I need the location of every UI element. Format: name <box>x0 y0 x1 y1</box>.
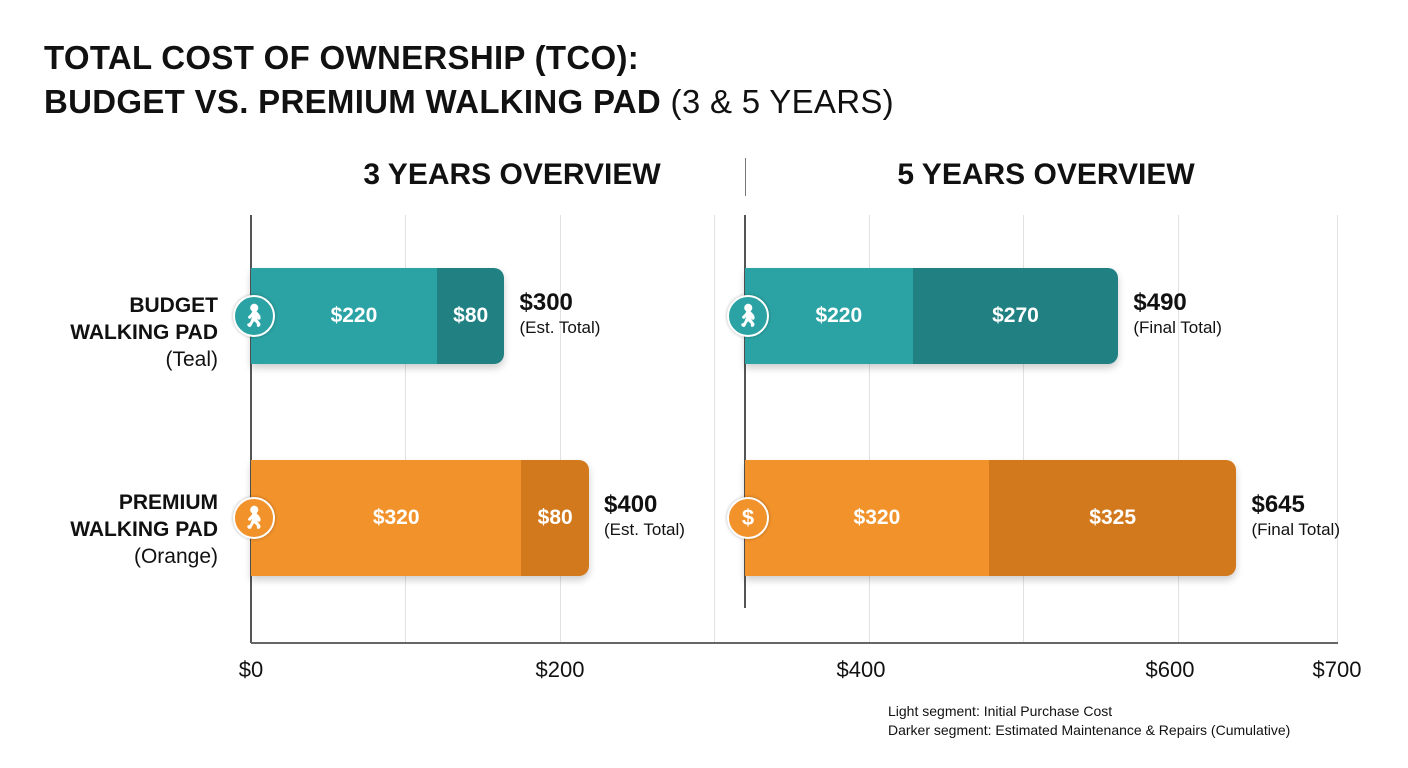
total-value: $645 <box>1251 491 1305 518</box>
total-label: $645 (Final Total) <box>1251 491 1340 541</box>
title-line-2-suffix: (3 & 5 YEARS) <box>670 83 894 120</box>
x-tick-label: $200 <box>535 657 585 682</box>
title-line-2: BUDGET VS. PREMIUM WALKING PAD <box>44 83 662 120</box>
total-note: (Est. Total) <box>604 520 685 539</box>
stacked-bar: $320 $325 <box>745 460 1237 576</box>
bar-segment-initial: $220 <box>251 268 437 364</box>
panel-divider <box>745 158 746 196</box>
legend-dark: Darker segment: Estimated Maintenance & … <box>888 722 1291 738</box>
gridline <box>869 215 870 643</box>
row-label-line: PREMIUM <box>118 491 218 514</box>
stacked-bar: $320 $80 <box>251 460 589 576</box>
x-tick-label: $0 <box>238 657 264 682</box>
row-label-budget: BUDGET WALKING PAD (Teal) <box>20 292 218 373</box>
gridline <box>1023 215 1024 643</box>
gridline <box>1337 215 1338 643</box>
legend: Light segment: Initial Purchase Cost Dar… <box>888 702 1290 740</box>
title-line-1: TOTAL COST OF OWNERSHIP (TCO): <box>44 39 640 76</box>
total-label: $300 (Est. Total) <box>520 289 601 339</box>
total-note: (Est. Total) <box>519 318 601 337</box>
gridline <box>1178 215 1179 643</box>
row-label-line: BUDGET <box>129 294 218 317</box>
walking-person-icon: 🚶︎ <box>233 295 275 337</box>
bar-segment-maintenance: $325 <box>988 460 1237 576</box>
gridline <box>405 215 406 643</box>
total-value: $400 <box>604 491 658 518</box>
panel-title-3-years: 3 YEARS OVERVIEW <box>363 158 661 191</box>
panel-title-5-years: 5 YEARS OVERVIEW <box>897 158 1195 191</box>
chart-title: TOTAL COST OF OWNERSHIP (TCO): BUDGET VS… <box>44 36 894 124</box>
row-label-color: (Orange) <box>133 545 218 568</box>
row-label-line: WALKING PAD <box>70 518 218 541</box>
y-axis-left <box>250 215 252 643</box>
bar-segment-initial: $320 <box>251 460 522 576</box>
total-value: $490 <box>1133 289 1187 316</box>
x-axis <box>251 642 1338 644</box>
row-label-line: WALKING PAD <box>70 321 218 344</box>
walking-person-icon: 🚶︎ <box>727 295 769 337</box>
x-tick-label: $400 <box>836 657 886 682</box>
stacked-bar: $220 $270 <box>745 268 1119 364</box>
gridline <box>714 215 715 643</box>
x-tick-label: $700 <box>1312 657 1362 682</box>
legend-light: Light segment: Initial Purchase Cost <box>888 703 1113 719</box>
bar-segment-maintenance: $80 <box>521 460 589 576</box>
walking-person-icon: 🚶︎ <box>233 497 275 539</box>
x-tick-label: $600 <box>1145 657 1195 682</box>
bar-segment-initial: $320 <box>745 460 989 576</box>
total-label: $490 (Final Total) <box>1133 289 1222 339</box>
total-note: (Final Total) <box>1251 520 1340 539</box>
row-label-color: (Teal) <box>165 348 218 371</box>
y-axis-right <box>744 215 746 608</box>
row-label-premium: PREMIUM WALKING PAD (Orange) <box>20 489 218 570</box>
total-note: (Final Total) <box>1133 318 1222 337</box>
dollar-sign-icon: $ <box>727 497 769 539</box>
bar-segment-initial: $220 <box>745 268 913 364</box>
bar-segment-maintenance: $270 <box>912 268 1119 364</box>
total-value: $300 <box>519 289 573 316</box>
total-label: $400 (Est. Total) <box>604 491 685 541</box>
bar-segment-maintenance: $80 <box>436 268 505 364</box>
gridline <box>560 215 561 643</box>
stacked-bar: $220 $80 <box>251 268 505 364</box>
